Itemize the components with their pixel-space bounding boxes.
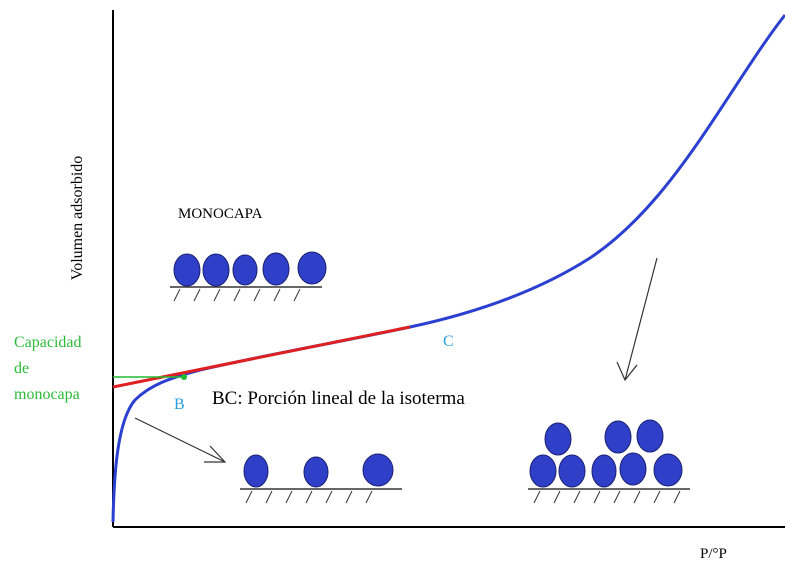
capacity-label: monocapa	[14, 386, 80, 403]
isotherm-curve	[111, 14, 785, 523]
point-c-label: C	[443, 333, 454, 350]
monolayer-illustration	[170, 251, 327, 302]
monolayer-label: MONOCAPA	[178, 206, 263, 222]
capacity-label: de	[14, 360, 29, 377]
arrows	[134, 257, 658, 463]
x-axis-label: P/°P	[700, 546, 727, 562]
capacity-point	[181, 374, 187, 380]
capacity-label: Capacidad	[14, 334, 82, 351]
point-b-label: B	[174, 396, 185, 413]
bc-note: BC: Porción lineal de la isoterma	[212, 388, 465, 409]
sparse-illustration	[240, 453, 402, 504]
y-axis-label: Volumen adsorbido	[69, 156, 86, 281]
multilayer-illustration	[528, 419, 690, 504]
